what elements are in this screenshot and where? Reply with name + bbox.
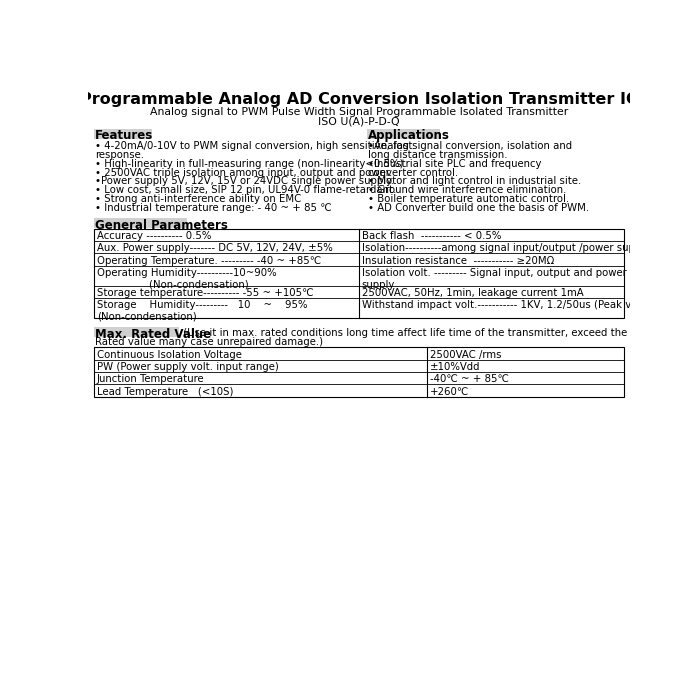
Bar <box>367 129 440 139</box>
Text: • 2500VAC triple isolation among input, output and power.: • 2500VAC triple isolation among input, … <box>95 167 393 178</box>
Text: +260℃: +260℃ <box>430 386 469 397</box>
Text: • Boiler temperature automatic control.: • Boiler temperature automatic control. <box>368 194 569 204</box>
Text: •Industrial site PLC and frequency: •Industrial site PLC and frequency <box>368 159 542 169</box>
Text: long distance transmission.: long distance transmission. <box>368 150 507 160</box>
Text: • Ground wire interference elimination.: • Ground wire interference elimination. <box>368 186 566 195</box>
Text: Back flash  ----------- < 0.5%: Back flash ----------- < 0.5% <box>362 231 501 241</box>
Text: • Strong anti-interference ability on EMC: • Strong anti-interference ability on EM… <box>95 194 302 204</box>
Text: Features: Features <box>95 130 153 142</box>
Text: • Motor and light control in industrial site.: • Motor and light control in industrial … <box>368 176 581 186</box>
Text: Applications: Applications <box>368 130 450 142</box>
Text: • Industrial temperature range: - 40 ~ + 85 ℃: • Industrial temperature range: - 40 ~ +… <box>95 203 332 213</box>
Text: • 4-20mA/0-10V to PWM signal conversion, high sensitive, fast: • 4-20mA/0-10V to PWM signal conversion,… <box>95 141 413 151</box>
Text: converter control.: converter control. <box>368 167 458 178</box>
Text: Lead Temperature   (<10S): Lead Temperature (<10S) <box>97 386 233 397</box>
Text: 2500VAC, 50Hz, 1min, leakage current 1mA: 2500VAC, 50Hz, 1min, leakage current 1mA <box>362 288 584 298</box>
Text: ±10%Vdd: ±10%Vdd <box>430 362 480 372</box>
Bar <box>94 229 624 318</box>
Text: General Parameters: General Parameters <box>95 218 228 232</box>
Text: PW (Power supply volt. input range): PW (Power supply volt. input range) <box>97 362 279 372</box>
Text: Analog signal to PWM Pulse Width Signal Programmable Isolated Transmitter: Analog signal to PWM Pulse Width Signal … <box>150 107 568 117</box>
Text: Accuracy ---------- 0.5%: Accuracy ---------- 0.5% <box>97 231 211 241</box>
Text: -40℃ ~ + 85℃: -40℃ ~ + 85℃ <box>430 374 509 384</box>
Text: • AD Converter build one the basis of PWM.: • AD Converter build one the basis of PW… <box>368 203 589 213</box>
Text: Rated value many case unrepaired damage.): Rated value many case unrepaired damage.… <box>95 337 323 347</box>
Text: Continuous Isolation Voltage: Continuous Isolation Voltage <box>97 349 242 360</box>
Text: Operating Temperature. --------- -40 ~ +85℃: Operating Temperature. --------- -40 ~ +… <box>97 256 321 266</box>
Text: • High-linearity in full-measuring range (non-linearity<0.5%).: • High-linearity in full-measuring range… <box>95 159 407 169</box>
Bar <box>94 218 187 228</box>
Text: Isolation volt. --------- Signal input, output and power
supply: Isolation volt. --------- Signal input, … <box>362 268 626 290</box>
Text: Max. Rated Value: Max. Rated Value <box>95 328 211 341</box>
Text: 2500VAC /rms: 2500VAC /rms <box>430 349 501 360</box>
Text: Withstand impact volt.----------- 1KV, 1.2/50us (Peak value): Withstand impact volt.----------- 1KV, 1… <box>362 300 657 310</box>
Text: response.: response. <box>95 150 144 160</box>
Text: • Low cost, small size, SIP 12 pin, UL94V-0 flame-retardant.: • Low cost, small size, SIP 12 pin, UL94… <box>95 186 397 195</box>
Bar <box>94 328 179 337</box>
Text: •Power supply 5V, 12V, 15V or 24VDC single power supply.: •Power supply 5V, 12V, 15V or 24VDC sing… <box>95 176 394 186</box>
Text: Isolation----------among signal input/output /power supply: Isolation----------among signal input/ou… <box>362 244 650 253</box>
Text: ISO U(A)-P-D-Q: ISO U(A)-P-D-Q <box>318 116 400 126</box>
Text: Storage    Humidity---------   10    ~    95%
(Non-condensation): Storage Humidity--------- 10 ~ 95% (Non-… <box>97 300 307 322</box>
Text: •Analog signal conversion, isolation and: •Analog signal conversion, isolation and <box>368 141 572 151</box>
Text: (Use it in max. rated conditions long time affect life time of the transmitter, : (Use it in max. rated conditions long ti… <box>181 328 657 338</box>
Bar <box>94 347 624 397</box>
Bar <box>94 129 152 139</box>
Text: Insulation resistance  ----------- ≥20MΩ: Insulation resistance ----------- ≥20MΩ <box>362 256 554 266</box>
Text: Junction Temperature: Junction Temperature <box>97 374 204 384</box>
Text: Programmable Analog AD Conversion Isolation Transmitter IC: Programmable Analog AD Conversion Isolat… <box>80 92 638 106</box>
Text: Operating Humidity----------10~90%
                (Non-condensation): Operating Humidity----------10~90% (Non-… <box>97 268 276 290</box>
Text: Aux. Power supply------- DC 5V, 12V, 24V, ±5%: Aux. Power supply------- DC 5V, 12V, 24V… <box>97 244 332 253</box>
Text: Storage temperature---------- -55 ~ +105℃: Storage temperature---------- -55 ~ +105… <box>97 288 314 298</box>
